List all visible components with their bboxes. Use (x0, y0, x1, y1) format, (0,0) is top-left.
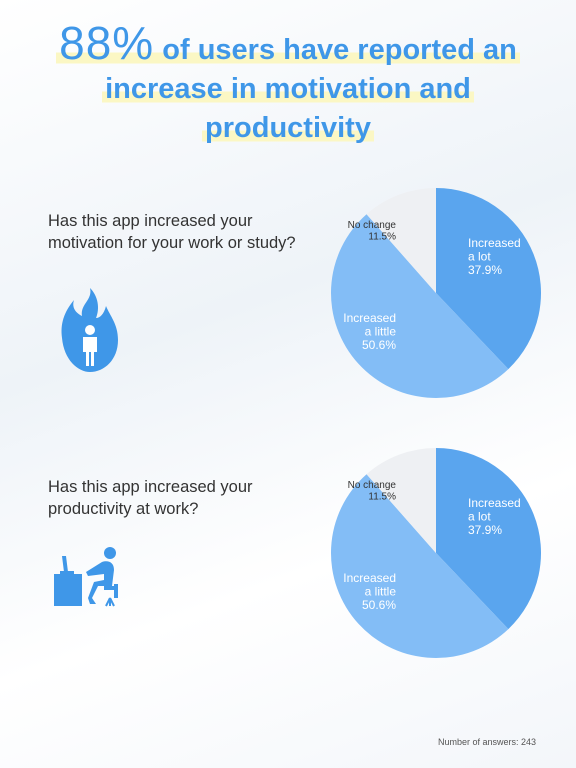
pie-slice-1-1 (436, 188, 541, 370)
pie-label-1-2: Increased a little 50.6% (343, 311, 396, 352)
pie-label-1-1: Increased a lot 37.9% (468, 236, 521, 277)
question-motivation: Has this app increased your motivation f… (48, 212, 296, 252)
headline-line-1-text: of users have reported an (162, 34, 517, 66)
fire-person-icon (61, 288, 118, 372)
headline-percent: 88% (59, 17, 155, 69)
headline: 88% of users have reported an increase i… (20, 20, 556, 148)
pie-slice-1-2 (331, 214, 509, 398)
pie-chart-motivation: Increased a lot 37.9% Increased a little 50.6… (331, 188, 541, 398)
pie-slice-2-2 (331, 474, 509, 658)
headline-line-2-text: increase in motivation and (102, 73, 474, 105)
headline-line-3: productivity (20, 109, 556, 148)
pie-label-2-1: Increased a lot 37.9% (468, 496, 521, 537)
answers-count: Number of answers: 243 (437, 737, 536, 747)
pie-label-2-2: Increased a little 50.6% (343, 571, 396, 612)
pie-label-2-3: No change 11.5% (348, 480, 397, 503)
headline-highlight-1: 88% of users have reported an (56, 20, 520, 66)
pie-chart-productivity: Increased a lot 37.9% Increased a little 50.6… (331, 448, 541, 658)
headline-line-1: 88% of users have reported an (20, 20, 556, 70)
pie-label-1-3: No change 11.5% (348, 220, 397, 243)
pie-slice-2-3 (366, 448, 436, 553)
pie-slice-2-1 (436, 448, 541, 630)
headline-line-2: increase in motivation and (20, 70, 556, 109)
pie-slice-1-3 (366, 188, 436, 293)
desk-worker-icon (54, 547, 118, 607)
headline-line-3-text: productivity (202, 112, 374, 144)
question-productivity: Has this app increased your productivity… (48, 478, 253, 518)
